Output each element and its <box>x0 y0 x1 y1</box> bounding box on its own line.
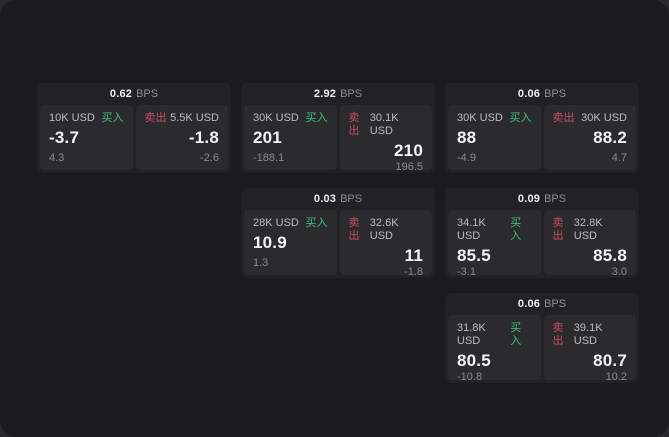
bps-header: 2.92 BPS <box>241 83 435 105</box>
quote-panels: 34.1K USD 买入 85.5 -3.1 卖出 32.8K USD 85.8… <box>445 210 639 278</box>
sell-quote-tile[interactable]: 卖出 30.1K USD 210 196.5 <box>339 105 432 173</box>
sell-delta: 3.0 <box>611 266 627 278</box>
quote-card: 0.06 BPS 31.8K USD 买入 80.5 -10.8 卖出 39.1… <box>445 293 639 383</box>
sell-price: 80.7 <box>593 351 627 370</box>
buy-quote-tile[interactable]: 10K USD 买入 -3.7 4.3 <box>40 105 133 170</box>
buy-side-label: 买入 <box>305 112 328 124</box>
bps-value: 2.92 <box>313 88 337 100</box>
quote-panels: 28K USD 买入 10.9 1.3 卖出 32.6K USD 11 -1.8 <box>241 210 435 278</box>
buy-side-label: 买入 <box>509 112 532 124</box>
buy-price: 88 <box>457 128 477 147</box>
buy-notional: 34.1K USD <box>457 217 486 242</box>
sell-quote-tile[interactable]: 卖出 32.8K USD 85.8 3.0 <box>543 210 636 278</box>
sell-notional: 39.1K USD <box>573 322 603 347</box>
bps-header: 0.06 BPS <box>445 293 639 315</box>
buy-price: 85.5 <box>457 246 491 265</box>
sell-delta: 10.2 <box>605 371 627 383</box>
sell-side-label: 卖出 <box>552 112 575 124</box>
bps-value: 0.06 <box>517 88 541 100</box>
buy-quote-tile[interactable]: 31.8K USD 买入 80.5 -10.8 <box>448 315 541 383</box>
sell-side-label: 卖出 <box>348 112 360 137</box>
bps-value: 0.06 <box>517 298 541 310</box>
sell-delta: -2.6 <box>200 152 219 164</box>
buy-side-label: 买入 <box>510 322 522 347</box>
sell-notional: 30K USD <box>581 112 627 124</box>
sell-price: 11 <box>404 246 423 265</box>
sell-quote-tile[interactable]: 卖出 32.6K USD 11 -1.8 <box>339 210 432 278</box>
bps-value: 0.03 <box>313 193 337 205</box>
sell-notional: 5.5K USD <box>170 112 219 124</box>
sell-quote-tile[interactable]: 卖出 30K USD 88.2 4.7 <box>543 105 636 170</box>
sell-notional: 32.6K USD <box>369 217 399 242</box>
buy-quote-tile[interactable]: 28K USD 买入 10.9 1.3 <box>244 210 337 275</box>
sell-side-label: 卖出 <box>552 322 564 347</box>
buy-price: 201 <box>253 128 282 147</box>
buy-side-label: 买入 <box>510 217 522 242</box>
bps-unit-label: BPS <box>136 88 159 100</box>
buy-delta: -10.8 <box>457 371 483 383</box>
bps-value: 0.62 <box>109 88 133 100</box>
quote-panels: 30K USD 买入 201 -188.1 卖出 30.1K USD 210 1… <box>241 105 435 173</box>
sell-notional: 30.1K USD <box>369 112 399 137</box>
bps-unit-label: BPS <box>544 298 567 310</box>
buy-delta: -3.1 <box>457 266 476 278</box>
sell-side-label: 卖出 <box>552 217 564 242</box>
sell-quote-tile[interactable]: 卖出 39.1K USD 80.7 10.2 <box>543 315 636 383</box>
sell-delta: 4.7 <box>611 152 627 164</box>
buy-price: -3.7 <box>49 128 80 147</box>
buy-quote-tile[interactable]: 34.1K USD 买入 85.5 -3.1 <box>448 210 541 278</box>
quote-panels: 10K USD 买入 -3.7 4.3 卖出 5.5K USD -1.8 -2.… <box>37 105 231 173</box>
buy-delta: -188.1 <box>253 152 285 164</box>
sell-side-label: 卖出 <box>144 112 167 124</box>
sell-price: -1.8 <box>188 128 219 147</box>
buy-price: 10.9 <box>253 233 287 252</box>
buy-side-label: 买入 <box>101 112 124 124</box>
bps-header: 0.03 BPS <box>241 188 435 210</box>
buy-delta: 1.3 <box>253 257 269 269</box>
buy-notional: 30K USD <box>457 112 503 124</box>
sell-side-label: 卖出 <box>348 217 360 242</box>
buy-side-label: 买入 <box>305 217 328 229</box>
buy-quote-tile[interactable]: 30K USD 买入 88 -4.9 <box>448 105 541 170</box>
buy-quote-tile[interactable]: 30K USD 买入 201 -188.1 <box>244 105 337 170</box>
sell-notional: 32.8K USD <box>573 217 603 242</box>
bps-header: 0.09 BPS <box>445 188 639 210</box>
bps-unit-label: BPS <box>544 88 567 100</box>
sell-price: 210 <box>394 141 423 160</box>
bps-value: 0.09 <box>517 193 541 205</box>
bps-header: 0.06 BPS <box>445 83 639 105</box>
quote-card: 0.09 BPS 34.1K USD 买入 85.5 -3.1 卖出 32.8K… <box>445 188 639 278</box>
buy-price: 80.5 <box>457 351 491 370</box>
buy-notional: 30K USD <box>253 112 299 124</box>
buy-delta: -4.9 <box>457 152 476 164</box>
buy-notional: 10K USD <box>49 112 95 124</box>
bps-header: 0.62 BPS <box>37 83 231 105</box>
quote-card: 2.92 BPS 30K USD 买入 201 -188.1 卖出 30.1K … <box>241 83 435 173</box>
quote-panels: 30K USD 买入 88 -4.9 卖出 30K USD 88.2 4.7 <box>445 105 639 173</box>
sell-delta: -1.8 <box>404 266 423 278</box>
buy-delta: 4.3 <box>49 152 65 164</box>
quote-card: 0.03 BPS 28K USD 买入 10.9 1.3 卖出 32.6K US… <box>241 188 435 278</box>
quote-panels: 31.8K USD 买入 80.5 -10.8 卖出 39.1K USD 80.… <box>445 315 639 383</box>
sell-price: 88.2 <box>593 128 627 147</box>
quote-card: 0.06 BPS 30K USD 买入 88 -4.9 卖出 30K USD 8… <box>445 83 639 173</box>
bps-unit-label: BPS <box>544 193 567 205</box>
quote-card: 0.62 BPS 10K USD 买入 -3.7 4.3 卖出 5.5K USD… <box>37 83 231 173</box>
sell-quote-tile[interactable]: 卖出 5.5K USD -1.8 -2.6 <box>135 105 228 170</box>
bps-unit-label: BPS <box>340 193 363 205</box>
sell-delta: 196.5 <box>395 161 423 173</box>
buy-notional: 31.8K USD <box>457 322 486 347</box>
sell-price: 85.8 <box>593 246 627 265</box>
buy-notional: 28K USD <box>253 217 299 229</box>
bps-unit-label: BPS <box>340 88 363 100</box>
